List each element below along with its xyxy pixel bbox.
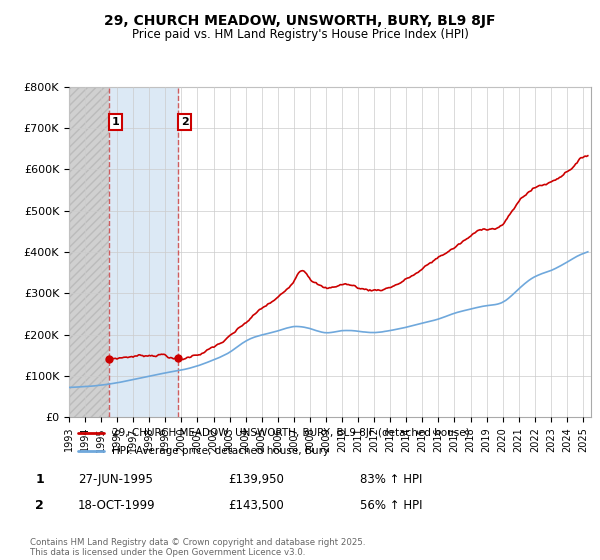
Text: 56% ↑ HPI: 56% ↑ HPI [360,498,422,512]
Text: 2: 2 [181,117,188,127]
Text: £139,950: £139,950 [228,473,284,486]
Text: HPI: Average price, detached house, Bury: HPI: Average price, detached house, Bury [112,446,329,456]
Text: £143,500: £143,500 [228,498,284,512]
Text: 2: 2 [35,498,44,512]
Bar [69,87,109,417]
Text: Contains HM Land Registry data © Crown copyright and database right 2025.
This d: Contains HM Land Registry data © Crown c… [30,538,365,557]
Text: 1: 1 [35,473,44,486]
Text: 29, CHURCH MEADOW, UNSWORTH, BURY, BL9 8JF: 29, CHURCH MEADOW, UNSWORTH, BURY, BL9 8… [104,14,496,28]
Text: 18-OCT-1999: 18-OCT-1999 [78,498,155,512]
Text: 83% ↑ HPI: 83% ↑ HPI [360,473,422,486]
Text: 1: 1 [112,117,119,127]
Text: 27-JUN-1995: 27-JUN-1995 [78,473,153,486]
Bar [109,87,178,417]
Bar [69,87,109,417]
Text: 29, CHURCH MEADOW, UNSWORTH, BURY, BL9 8JF (detached house): 29, CHURCH MEADOW, UNSWORTH, BURY, BL9 8… [112,428,470,438]
Text: Price paid vs. HM Land Registry's House Price Index (HPI): Price paid vs. HM Land Registry's House … [131,28,469,41]
